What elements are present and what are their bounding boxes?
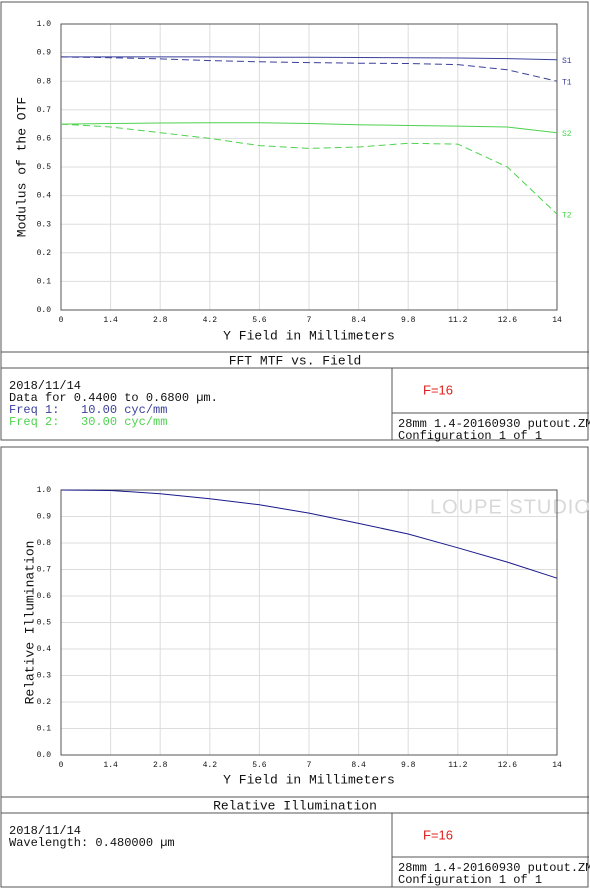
y-tick-label: 0.6 xyxy=(37,135,52,144)
configuration: Configuration 1 of 1 xyxy=(398,873,542,887)
y-tick-label: 0.1 xyxy=(37,725,52,734)
plot-frame xyxy=(60,489,558,756)
series-label: T2 xyxy=(562,211,572,220)
x-tick-label: 2.8 xyxy=(153,316,168,325)
info-text: Wavelength: 0.480000 µm xyxy=(9,836,175,850)
series-label: T1 xyxy=(562,78,572,87)
x-tick-label: 5.6 xyxy=(252,316,267,325)
panel-border xyxy=(0,1,589,441)
y-tick-label: 0.9 xyxy=(37,513,52,522)
y-tick-label: 0.2 xyxy=(37,698,52,707)
x-tick-label: 1.4 xyxy=(103,761,118,770)
y-tick-label: 1.0 xyxy=(37,486,52,495)
info-text: 2018/11/14 xyxy=(9,379,81,393)
plot-frame xyxy=(60,23,558,311)
y-tick-label: 0.3 xyxy=(37,672,52,681)
file-name: 28mm 1.4-20160930 putout.ZMX xyxy=(398,417,590,431)
x-tick-label: 11.2 xyxy=(448,316,467,325)
y-tick-label: 0.7 xyxy=(37,566,52,575)
y-tick-label: 0.3 xyxy=(37,220,52,229)
y-axis-label: Modulus of the OTF xyxy=(14,97,29,237)
series-line xyxy=(60,123,558,215)
y-tick-label: 0.4 xyxy=(37,645,52,654)
y-axis-label: Relative Illumination xyxy=(22,541,37,705)
y-tick-label: 0.0 xyxy=(37,751,52,760)
panel-border xyxy=(0,446,589,888)
x-axis-label: Y Field in Millimeters xyxy=(223,328,395,343)
y-tick-label: 0.8 xyxy=(37,77,52,86)
f-number: F=16 xyxy=(423,382,453,397)
y-tick-label: 0.5 xyxy=(37,619,52,628)
series-label: S2 xyxy=(562,130,572,139)
x-tick-label: 8.4 xyxy=(351,316,366,325)
configuration: Configuration 1 of 1 xyxy=(398,429,542,443)
series-line xyxy=(60,56,558,82)
x-tick-label: 9.8 xyxy=(401,761,416,770)
y-tick-label: 0.8 xyxy=(37,539,52,548)
y-tick-label: 0.0 xyxy=(37,306,52,315)
y-tick-label: 1.0 xyxy=(37,20,52,29)
x-tick-label: 14 xyxy=(552,316,562,325)
file-name: 28mm 1.4-20160930 putout.ZMX xyxy=(398,861,590,875)
x-tick-label: 7 xyxy=(307,761,312,770)
x-tick-label: 1.4 xyxy=(103,316,118,325)
series-line xyxy=(60,122,558,134)
x-tick-label: 0 xyxy=(59,761,64,770)
y-tick-label: 0.6 xyxy=(37,592,52,601)
x-tick-label: 14 xyxy=(552,761,562,770)
x-tick-label: 2.8 xyxy=(153,761,168,770)
chart-title: FFT MTF vs. Field xyxy=(229,353,362,368)
chart-title: Relative Illumination xyxy=(213,798,377,813)
freq-note: Freq 2: 30.00 cyc/mm xyxy=(9,415,167,429)
y-tick-label: 0.2 xyxy=(37,249,52,258)
y-tick-label: 0.7 xyxy=(37,106,52,115)
x-tick-label: 5.6 xyxy=(252,761,267,770)
series-line xyxy=(61,56,558,61)
series-line xyxy=(60,489,558,579)
series-label: S1 xyxy=(562,57,572,66)
x-tick-label: 0 xyxy=(59,316,64,325)
watermark: LOUPE STUDIO xyxy=(430,496,590,518)
x-tick-label: 4.2 xyxy=(203,761,218,770)
info-text: Data for 0.4400 to 0.6800 µm. xyxy=(9,391,218,405)
x-tick-label: 7 xyxy=(307,316,312,325)
y-tick-label: 0.4 xyxy=(37,192,52,201)
info-text: 2018/11/14 xyxy=(9,824,81,838)
x-tick-label: 9.8 xyxy=(401,316,416,325)
x-axis-label: Y Field in Millimeters xyxy=(223,772,395,787)
x-tick-label: 4.2 xyxy=(203,316,218,325)
freq-note: Freq 1: 10.00 cyc/mm xyxy=(9,403,167,417)
y-tick-label: 0.5 xyxy=(37,163,52,172)
x-tick-label: 12.6 xyxy=(498,316,517,325)
y-tick-label: 0.1 xyxy=(37,278,52,287)
x-tick-label: 8.4 xyxy=(351,761,366,770)
x-tick-label: 12.6 xyxy=(498,761,517,770)
x-tick-label: 11.2 xyxy=(448,761,467,770)
f-number: F=16 xyxy=(423,827,453,842)
y-tick-label: 0.9 xyxy=(37,49,52,58)
